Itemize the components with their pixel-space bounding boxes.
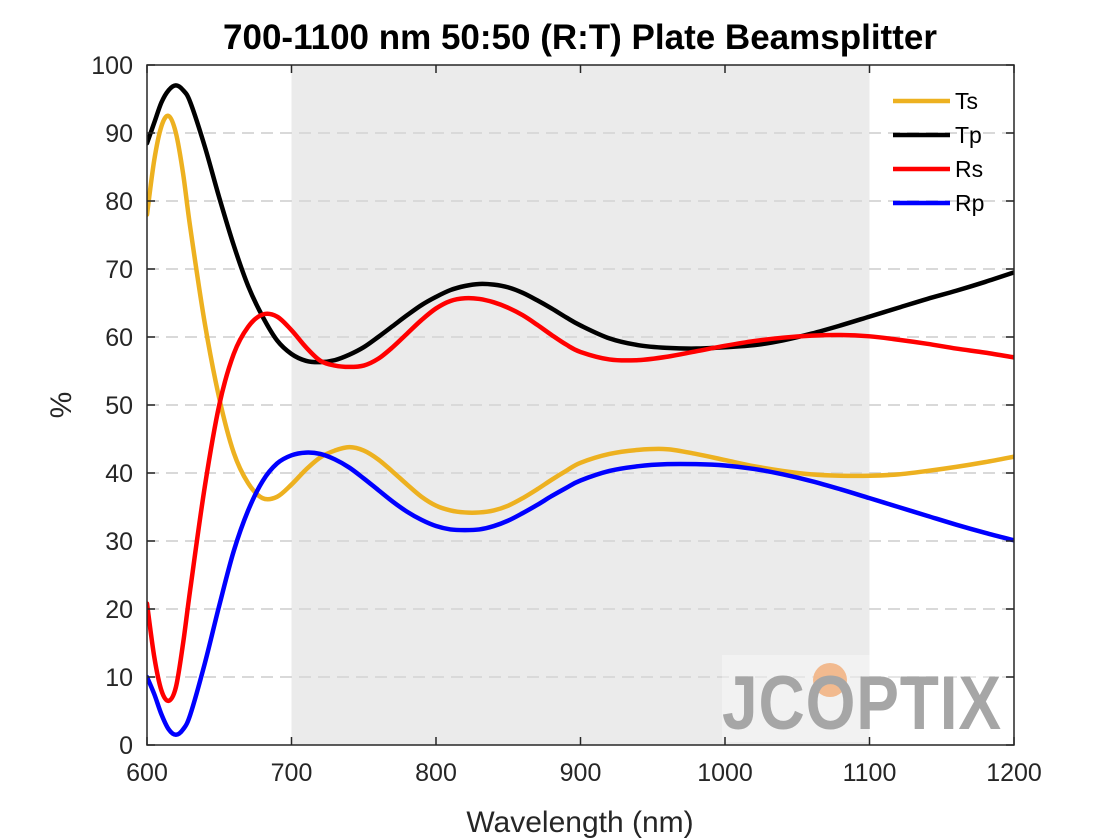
legend-label-ts: Ts — [955, 88, 978, 114]
x-tick-label: 800 — [415, 759, 457, 787]
series-line-tp — [147, 83, 1014, 365]
series-line-ts — [147, 113, 1014, 515]
x-tick-label: 1000 — [697, 759, 753, 787]
y-tick-label: 10 — [105, 664, 133, 692]
y-tick-label: 30 — [105, 528, 133, 556]
series-line-rp — [147, 450, 1014, 738]
x-tick-label: 900 — [560, 759, 602, 787]
y-tick-label: 0 — [119, 732, 133, 760]
x-tick-label: 1200 — [986, 759, 1042, 787]
y-tick-label: 50 — [105, 392, 133, 420]
y-tick-label: 90 — [105, 120, 133, 148]
y-tick-label: 40 — [105, 460, 133, 488]
watermark-text: JCOPTIX — [722, 661, 1002, 746]
y-tick-label: 100 — [91, 52, 133, 80]
series-line-rs — [147, 295, 1014, 704]
x-tick-label: 700 — [271, 759, 313, 787]
watermark-accent-dot — [813, 663, 847, 697]
axis-ticks: 600 700 800 900 1000 1100 1200 0 10 20 30 40 50 60 70 8… — [91, 52, 1042, 787]
jcoptix-watermark: JCOPTIX — [722, 655, 1007, 746]
highlight-band — [291, 65, 870, 745]
grid — [147, 132, 1014, 678]
x-tick-label: 600 — [126, 759, 168, 787]
x-axis-label: Wavelength (nm) — [466, 806, 693, 839]
y-tick-label: 60 — [105, 324, 133, 352]
y-tick-label: 80 — [105, 188, 133, 216]
legend-label-tp: Tp — [955, 122, 982, 148]
series-lines — [147, 83, 1014, 738]
y-axis-label: % — [45, 392, 78, 419]
y-tick-label: 20 — [105, 596, 133, 624]
legend-label-rs: Rs — [955, 156, 983, 182]
y-tick-label: 70 — [105, 256, 133, 284]
legend: Ts Tp Rs Rp — [893, 88, 984, 216]
legend-label-rp: Rp — [955, 190, 984, 216]
chart-title: 700-1100 nm 50:50 (R:T) Plate Beamsplitt… — [223, 18, 937, 57]
x-tick-label: 1100 — [843, 759, 897, 787]
